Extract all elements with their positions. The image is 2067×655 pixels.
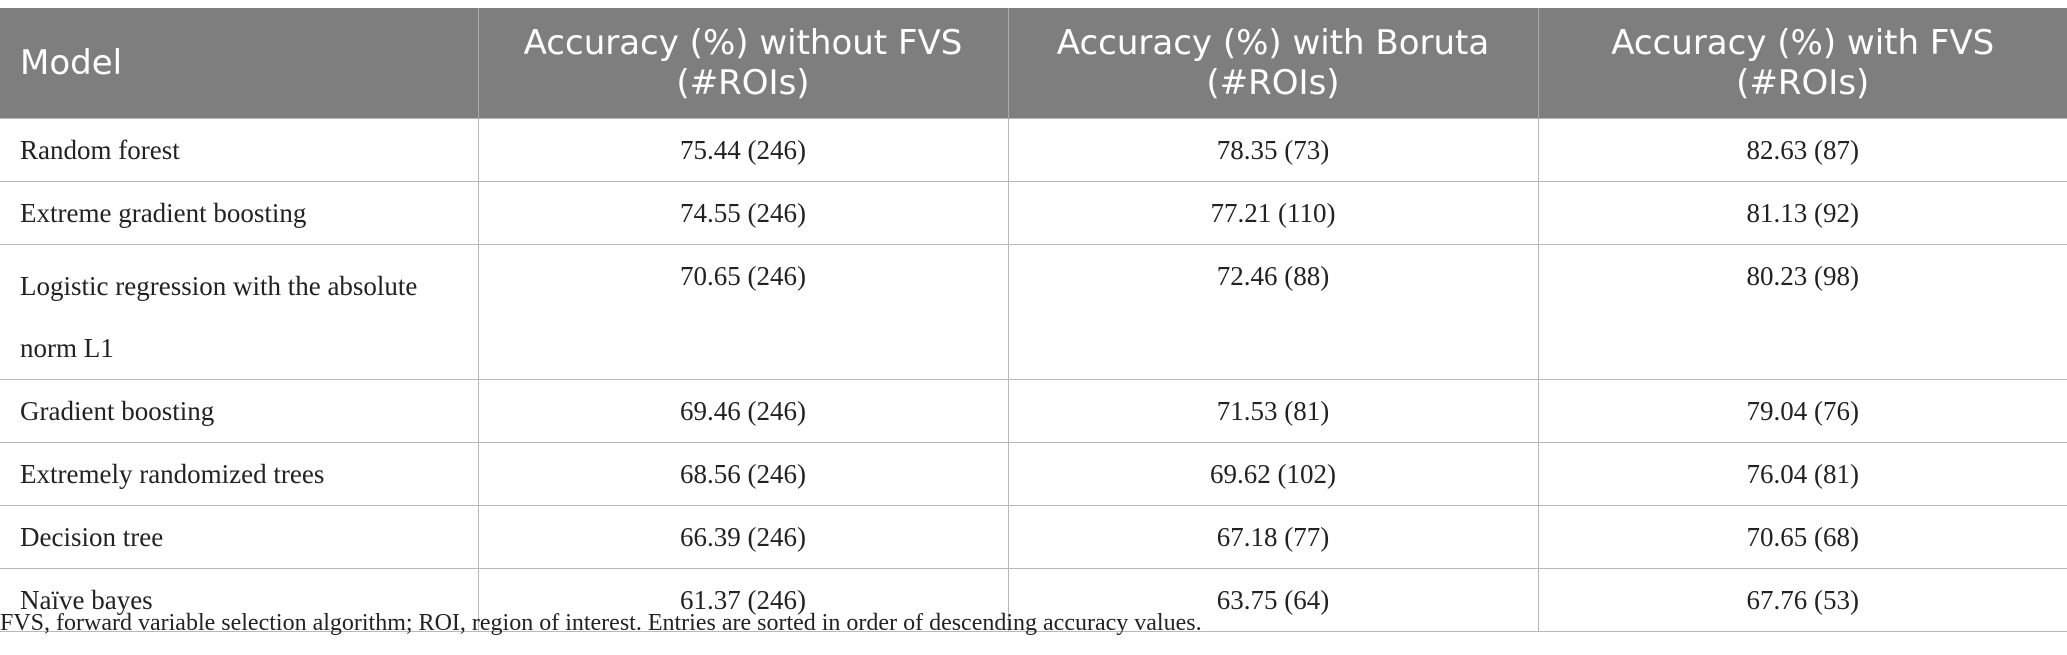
header-model-label: Model bbox=[20, 42, 123, 83]
table-row: Random forest 75.44 (246) 78.35 (73) 82.… bbox=[0, 117, 2067, 182]
accuracy-with-fvs-cell: 82.63 (87) bbox=[1537, 117, 2067, 182]
header-without-fvs-line1: Accuracy (%) without FVS bbox=[523, 22, 963, 63]
header-without-fvs: Accuracy (%) without FVS (#ROIs) bbox=[478, 8, 1009, 118]
header-without-fvs-line2: (#ROIs) bbox=[676, 62, 810, 103]
table-row: Extreme gradient boosting 74.55 (246) 77… bbox=[0, 180, 2067, 245]
table-footnote: FVS, forward variable selection algorith… bbox=[0, 610, 1202, 636]
accuracy-without-fvs-cell: 75.44 (246) bbox=[477, 117, 1009, 182]
accuracy-without-fvs-cell: 74.55 (246) bbox=[477, 180, 1009, 245]
accuracy-boruta-cell: 69.62 (102) bbox=[1007, 441, 1539, 506]
header-with-fvs: Accuracy (%) with FVS (#ROIs) bbox=[1538, 8, 2067, 118]
accuracy-with-fvs-cell: 80.23 (98) bbox=[1537, 243, 2067, 380]
table-container: Model Accuracy (%) without FVS (#ROIs) A… bbox=[0, 8, 2067, 632]
header-with-fvs-line1: Accuracy (%) with FVS bbox=[1611, 22, 1995, 63]
header-with-fvs-line2: (#ROIs) bbox=[1736, 62, 1870, 103]
table-row: Decision tree 66.39 (246) 67.18 (77) 70.… bbox=[0, 504, 2067, 569]
header-with-boruta: Accuracy (%) with Boruta (#ROIs) bbox=[1008, 8, 1539, 118]
accuracy-with-fvs-cell: 67.76 (53) bbox=[1537, 567, 2067, 632]
model-cell: Decision tree bbox=[0, 504, 479, 569]
header-with-boruta-line1: Accuracy (%) with Boruta bbox=[1056, 22, 1490, 63]
accuracy-boruta-cell: 67.18 (77) bbox=[1007, 504, 1539, 569]
accuracy-without-fvs-cell: 69.46 (246) bbox=[477, 378, 1009, 443]
model-cell: Naïve bayes bbox=[0, 567, 479, 632]
model-cell: Random forest bbox=[0, 117, 479, 182]
accuracy-without-fvs-cell: 61.37 (246) bbox=[477, 567, 1009, 632]
accuracy-boruta-cell: 72.46 (88) bbox=[1007, 243, 1539, 380]
table-row: Extremely randomized trees 68.56 (246) 6… bbox=[0, 441, 2067, 506]
table-row: Logistic regression with the absolute no… bbox=[0, 243, 2067, 380]
model-cell: Extreme gradient boosting bbox=[0, 180, 479, 245]
accuracy-boruta-cell: 71.53 (81) bbox=[1007, 378, 1539, 443]
accuracy-with-fvs-cell: 70.65 (68) bbox=[1537, 504, 2067, 569]
model-cell: Logistic regression with the absolute no… bbox=[0, 243, 479, 380]
header-with-boruta-line2: (#ROIs) bbox=[1206, 62, 1340, 103]
accuracy-without-fvs-cell: 66.39 (246) bbox=[477, 504, 1009, 569]
table-row: Gradient boosting 69.46 (246) 71.53 (81)… bbox=[0, 378, 2067, 443]
accuracy-without-fvs-cell: 70.65 (246) bbox=[477, 243, 1009, 380]
accuracy-with-fvs-cell: 81.13 (92) bbox=[1537, 180, 2067, 245]
accuracy-without-fvs-cell: 68.56 (246) bbox=[477, 441, 1009, 506]
model-cell: Extremely randomized trees bbox=[0, 441, 479, 506]
accuracy-table: Model Accuracy (%) without FVS (#ROIs) A… bbox=[0, 8, 2067, 632]
accuracy-boruta-cell: 63.75 (64) bbox=[1007, 567, 1539, 632]
model-cell: Gradient boosting bbox=[0, 378, 479, 443]
accuracy-boruta-cell: 78.35 (73) bbox=[1007, 117, 1539, 182]
accuracy-with-fvs-cell: 79.04 (76) bbox=[1537, 378, 2067, 443]
accuracy-boruta-cell: 77.21 (110) bbox=[1007, 180, 1539, 245]
header-row: Model Accuracy (%) without FVS (#ROIs) A… bbox=[0, 8, 2067, 118]
table-row: Naïve bayes 61.37 (246) 63.75 (64) 67.76… bbox=[0, 567, 2067, 632]
accuracy-with-fvs-cell: 76.04 (81) bbox=[1537, 441, 2067, 506]
header-model: Model bbox=[0, 8, 479, 118]
